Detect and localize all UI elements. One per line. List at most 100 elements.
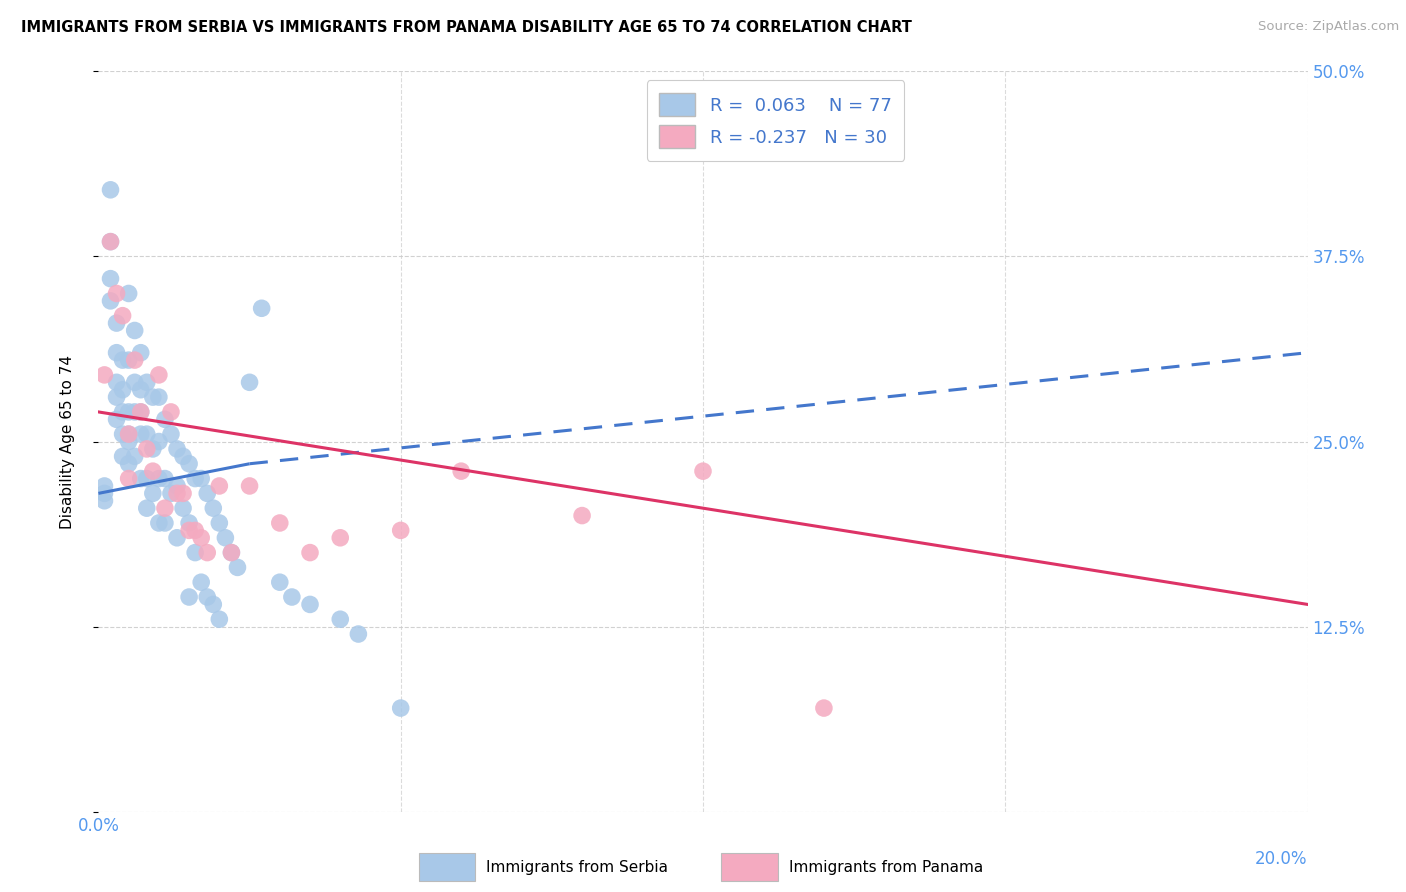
Point	[118, 286, 141, 301]
Point	[129, 427, 152, 442]
Point	[202, 501, 225, 516]
Point	[153, 412, 176, 426]
Point	[135, 442, 157, 456]
Point	[195, 546, 218, 560]
Point	[179, 590, 201, 604]
Text: Immigrants from Panama: Immigrants from Panama	[789, 860, 983, 874]
Point	[118, 427, 141, 442]
Point	[111, 427, 134, 442]
Point	[135, 376, 157, 390]
Point	[226, 560, 249, 574]
Point	[166, 442, 188, 456]
Point	[118, 471, 141, 485]
Point	[129, 345, 152, 359]
Point	[100, 235, 122, 249]
Point	[250, 301, 273, 316]
Point	[389, 524, 412, 538]
Point	[118, 353, 141, 368]
Point	[208, 612, 231, 626]
Point	[571, 508, 593, 523]
Point	[148, 390, 170, 404]
Point	[100, 183, 122, 197]
Point	[93, 368, 115, 382]
Point	[148, 434, 170, 449]
Y-axis label: Disability Age 65 to 74: Disability Age 65 to 74	[60, 354, 75, 529]
Point	[148, 516, 170, 530]
Point	[202, 598, 225, 612]
Point	[299, 598, 322, 612]
Point	[813, 701, 835, 715]
Point	[93, 479, 115, 493]
Point	[692, 464, 714, 478]
Text: 20.0%: 20.0%	[1256, 850, 1308, 868]
Point	[153, 516, 176, 530]
Point	[129, 471, 152, 485]
Point	[239, 376, 262, 390]
Point	[153, 501, 176, 516]
Point	[111, 309, 134, 323]
Point	[118, 457, 141, 471]
Point	[100, 235, 122, 249]
Point	[195, 486, 218, 500]
Point	[208, 479, 231, 493]
Text: IMMIGRANTS FROM SERBIA VS IMMIGRANTS FROM PANAMA DISABILITY AGE 65 TO 74 CORRELA: IMMIGRANTS FROM SERBIA VS IMMIGRANTS FRO…	[21, 20, 912, 35]
Legend: R =  0.063    N = 77, R = -0.237   N = 30: R = 0.063 N = 77, R = -0.237 N = 30	[647, 80, 904, 161]
Point	[299, 546, 322, 560]
Point	[142, 442, 165, 456]
Point	[166, 479, 188, 493]
Point	[153, 471, 176, 485]
Point	[105, 316, 128, 330]
Point	[135, 471, 157, 485]
Point	[124, 353, 146, 368]
Point	[389, 701, 412, 715]
Point	[111, 405, 134, 419]
Point	[172, 486, 194, 500]
Point	[239, 479, 262, 493]
Point	[129, 383, 152, 397]
Point	[172, 501, 194, 516]
Point	[184, 546, 207, 560]
Point	[160, 427, 183, 442]
Point	[105, 412, 128, 426]
Point	[184, 524, 207, 538]
Point	[329, 531, 352, 545]
Point	[166, 486, 188, 500]
Point	[179, 524, 201, 538]
Point	[221, 546, 243, 560]
Point	[269, 516, 291, 530]
Point	[100, 293, 122, 308]
Point	[190, 471, 212, 485]
Point	[135, 427, 157, 442]
Point	[269, 575, 291, 590]
Point	[281, 590, 304, 604]
Point	[179, 457, 201, 471]
Point	[118, 434, 141, 449]
Point	[142, 464, 165, 478]
Point	[160, 486, 183, 500]
Point	[179, 516, 201, 530]
Point	[105, 376, 128, 390]
Point	[118, 427, 141, 442]
Point	[135, 501, 157, 516]
Point	[111, 383, 134, 397]
Text: Immigrants from Serbia: Immigrants from Serbia	[486, 860, 668, 874]
Point	[221, 546, 243, 560]
Point	[111, 353, 134, 368]
Point	[329, 612, 352, 626]
Point	[105, 390, 128, 404]
Point	[105, 345, 128, 359]
Point	[347, 627, 370, 641]
Point	[100, 271, 122, 285]
Point	[129, 405, 152, 419]
Point	[208, 516, 231, 530]
Point	[124, 405, 146, 419]
Text: Source: ZipAtlas.com: Source: ZipAtlas.com	[1258, 20, 1399, 33]
Point	[148, 368, 170, 382]
Point	[184, 471, 207, 485]
Point	[111, 450, 134, 464]
Point	[160, 405, 183, 419]
Point	[129, 405, 152, 419]
Point	[450, 464, 472, 478]
Point	[142, 486, 165, 500]
Point	[142, 390, 165, 404]
